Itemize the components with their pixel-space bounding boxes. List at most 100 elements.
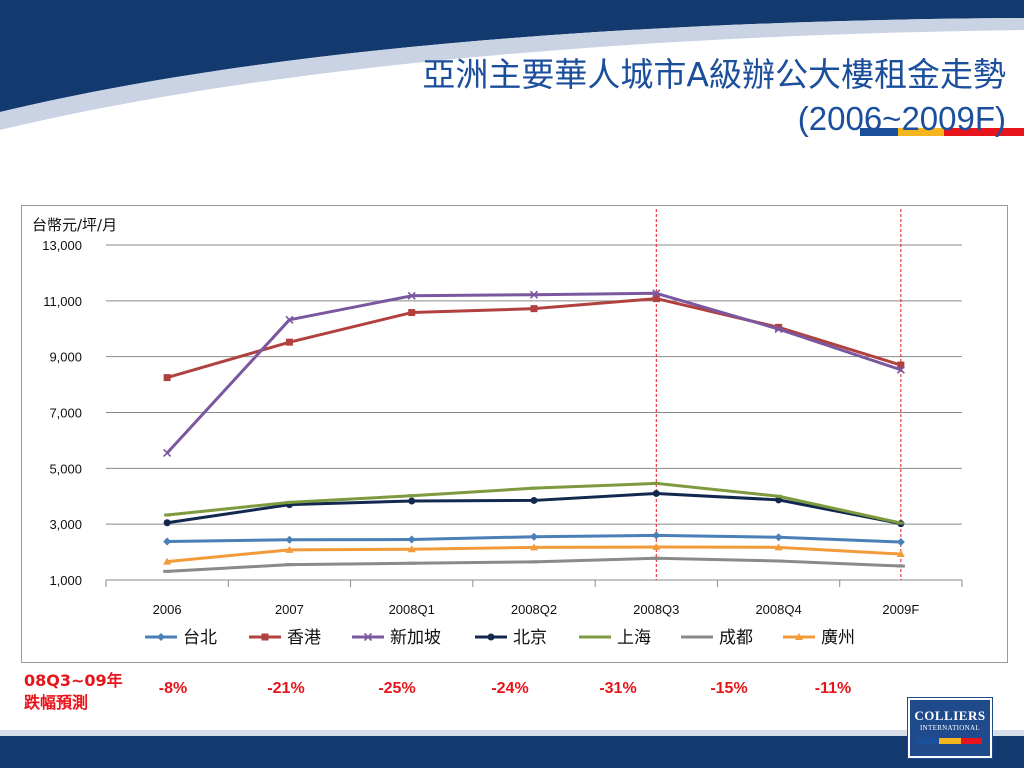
rent-trend-chart: 1,000 3,000 5,000 7,000 9,000 11,000 13,000 200… — [42, 209, 963, 648]
x-tick-label: 2006 — [153, 602, 182, 617]
logo-stripe-red — [960, 738, 982, 744]
data-point — [285, 315, 294, 324]
forecast-decline-chengdu: -15% — [710, 680, 748, 697]
data-point — [163, 519, 171, 527]
header-light-swoosh — [0, 18, 1024, 130]
header-accent-yellow — [898, 128, 944, 136]
data-point — [897, 361, 905, 369]
y-tick-label: 11,000 — [43, 294, 82, 309]
data-point — [531, 486, 537, 490]
x-tick-label: 2008Q3 — [633, 602, 679, 617]
data-point — [285, 535, 294, 544]
data-point — [407, 545, 416, 553]
x-tick-label: 2007 — [275, 602, 304, 617]
data-point — [530, 560, 538, 564]
forecast-label: 08Q3~09年 跌幅預測 — [24, 670, 123, 714]
data-point — [163, 569, 172, 573]
data-point — [529, 290, 539, 299]
data-point — [163, 557, 172, 565]
data-point — [408, 309, 416, 317]
legend-label: 香港 — [287, 628, 321, 648]
footer-light-strip — [0, 730, 1024, 736]
data-point — [530, 543, 538, 551]
data-point — [896, 538, 905, 547]
data-point — [775, 323, 783, 331]
chart-frame: 台幣元/坪/月 1,000 3,000 5,000 7,000 9,000 11,000 1… — [21, 205, 1008, 663]
data-point — [286, 500, 293, 504]
x-tick-label: 2008Q2 — [511, 602, 557, 617]
data-point — [530, 305, 538, 313]
forecast-decline-beijing: -24% — [491, 680, 529, 697]
legend-label: 成都 — [719, 628, 753, 648]
colliers-logo: COLLIERS INTERNATIONAL — [908, 698, 992, 758]
data-point — [407, 291, 416, 300]
y-tick-label: 13,000 — [42, 238, 82, 253]
data-point — [164, 513, 171, 517]
data-point — [897, 521, 904, 525]
footer-navy-strip — [0, 736, 1024, 768]
x-tick-label: 2009F — [882, 602, 919, 617]
data-point — [652, 295, 660, 303]
logo-subtext: INTERNATIONAL — [920, 724, 980, 732]
data-point — [163, 374, 171, 382]
data-point — [285, 545, 294, 553]
data-point — [163, 448, 172, 458]
x-tick-label: 2008Q4 — [755, 602, 801, 617]
data-point — [652, 489, 660, 497]
logo-stripe-blue — [918, 738, 940, 744]
y-tick-label: 7,000 — [49, 406, 82, 421]
data-point — [652, 289, 661, 298]
data-point — [774, 533, 783, 542]
data-point — [653, 481, 660, 485]
data-point — [896, 550, 905, 558]
data-point — [775, 494, 782, 498]
page-title: 亞洲主要華人城市A級辦公大樓租金走勢 — [422, 55, 1006, 94]
y-tick-label: 1,000 — [49, 573, 82, 588]
forecast-decline-guangzhou: -11% — [814, 680, 852, 697]
data-point — [652, 531, 661, 540]
y-axis-unit-label: 台幣元/坪/月 — [32, 216, 118, 234]
legend-marker — [592, 635, 598, 639]
x-tick-label: 2008Q1 — [389, 602, 435, 617]
data-point — [407, 561, 416, 565]
data-point — [652, 543, 661, 551]
data-point — [285, 338, 293, 346]
data-point — [774, 559, 783, 563]
forecast-label-line1: 08Q3~09年 — [24, 671, 123, 690]
footer-band — [0, 730, 1024, 768]
legend-label: 新加坡 — [390, 628, 441, 648]
logo-wordmark: COLLIERS — [914, 708, 986, 723]
header-band — [0, 0, 1024, 136]
legend-marker — [261, 633, 269, 641]
legend-marker — [363, 632, 373, 642]
logo-stripe — [918, 738, 982, 744]
legend-label: 台北 — [183, 628, 217, 648]
y-tick-label: 9,000 — [49, 350, 82, 365]
data-point — [530, 532, 538, 541]
forecast-decline-shanghai: -31% — [599, 680, 637, 697]
legend-marker — [487, 633, 495, 641]
data-point — [774, 543, 783, 551]
data-point — [530, 496, 538, 504]
legend-marker — [795, 633, 803, 640]
forecast-decline-singapore: -25% — [378, 680, 416, 697]
y-tick-label: 3,000 — [49, 517, 82, 532]
forecast-decline-taipei: -8% — [158, 680, 188, 697]
data-point — [896, 365, 905, 374]
header-accent-blue — [860, 128, 898, 136]
series-line — [167, 556, 901, 573]
legend-marker — [157, 633, 165, 641]
y-tick-label: 5,000 — [49, 461, 82, 476]
legend-marker — [693, 635, 701, 639]
data-point — [652, 556, 661, 560]
forecast-decline-hongkong: -21% — [267, 680, 305, 697]
forecast-label-line2: 跌幅預測 — [24, 693, 89, 712]
legend-label: 北京 — [513, 628, 547, 648]
data-point — [285, 563, 294, 567]
data-point — [774, 324, 783, 334]
data-point — [408, 497, 416, 505]
legend-label: 廣州 — [821, 628, 855, 648]
series-line — [166, 291, 902, 454]
header-accent-red — [944, 128, 1024, 136]
data-point — [163, 537, 172, 546]
